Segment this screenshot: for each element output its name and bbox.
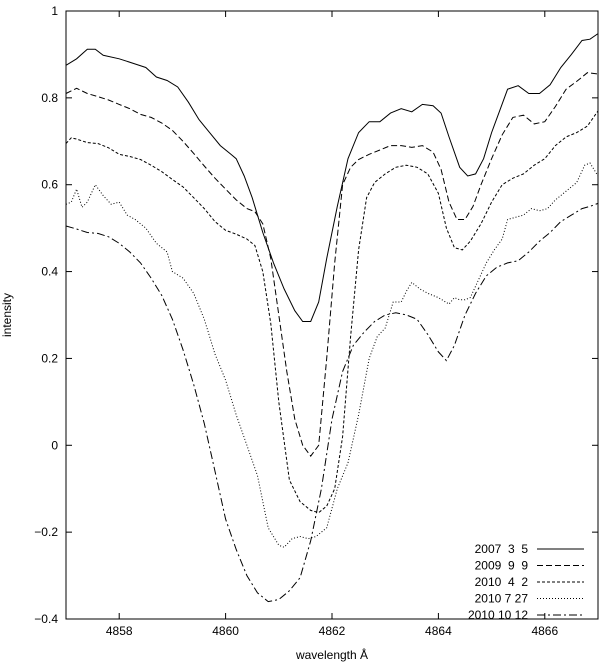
series-line bbox=[65, 202, 599, 603]
x-tick-label: 4862 bbox=[319, 624, 346, 638]
legend-label: 2010 10 12 bbox=[468, 608, 528, 622]
x-tick-label: 4858 bbox=[106, 624, 133, 638]
y-tick-label: −0.4 bbox=[34, 612, 58, 626]
x-axis-label: wavelength Å bbox=[295, 647, 368, 662]
y-tick-label: 0.8 bbox=[41, 91, 58, 105]
x-axis-ticks: 4858 4860 4862 4864 4866 bbox=[106, 11, 558, 638]
x-tick-label: 4860 bbox=[212, 624, 239, 638]
legend-label: 2007 3 5 bbox=[475, 542, 529, 556]
y-tick-label: 0 bbox=[51, 438, 58, 452]
series-line bbox=[65, 72, 599, 457]
y-tick-label: −0.2 bbox=[34, 525, 58, 539]
plot-frame bbox=[65, 10, 599, 620]
y-axis-label: intensity bbox=[0, 293, 14, 337]
y-axis-ticks: −0.4 −0.2 0 0.2 0.4 0.6 0.8 1 bbox=[34, 4, 598, 626]
legend: 2007 3 5 2009 9 9 2010 4 2 2010 7 27 2010 10… bbox=[468, 542, 584, 622]
y-tick-label: 1 bbox=[51, 4, 58, 18]
plot-lines bbox=[65, 33, 599, 603]
y-tick-label: 0.4 bbox=[41, 265, 58, 279]
y-tick-label: 0.2 bbox=[41, 351, 58, 365]
x-tick-label: 4866 bbox=[531, 624, 558, 638]
series-line bbox=[65, 33, 599, 322]
series-line bbox=[65, 162, 599, 548]
legend-label: 2010 4 2 bbox=[475, 575, 529, 589]
series-line bbox=[65, 110, 599, 514]
y-tick-label: 0.6 bbox=[41, 178, 58, 192]
legend-label: 2010 7 27 bbox=[475, 592, 529, 606]
x-tick-label: 4864 bbox=[425, 624, 452, 638]
legend-label: 2009 9 9 bbox=[475, 559, 529, 573]
